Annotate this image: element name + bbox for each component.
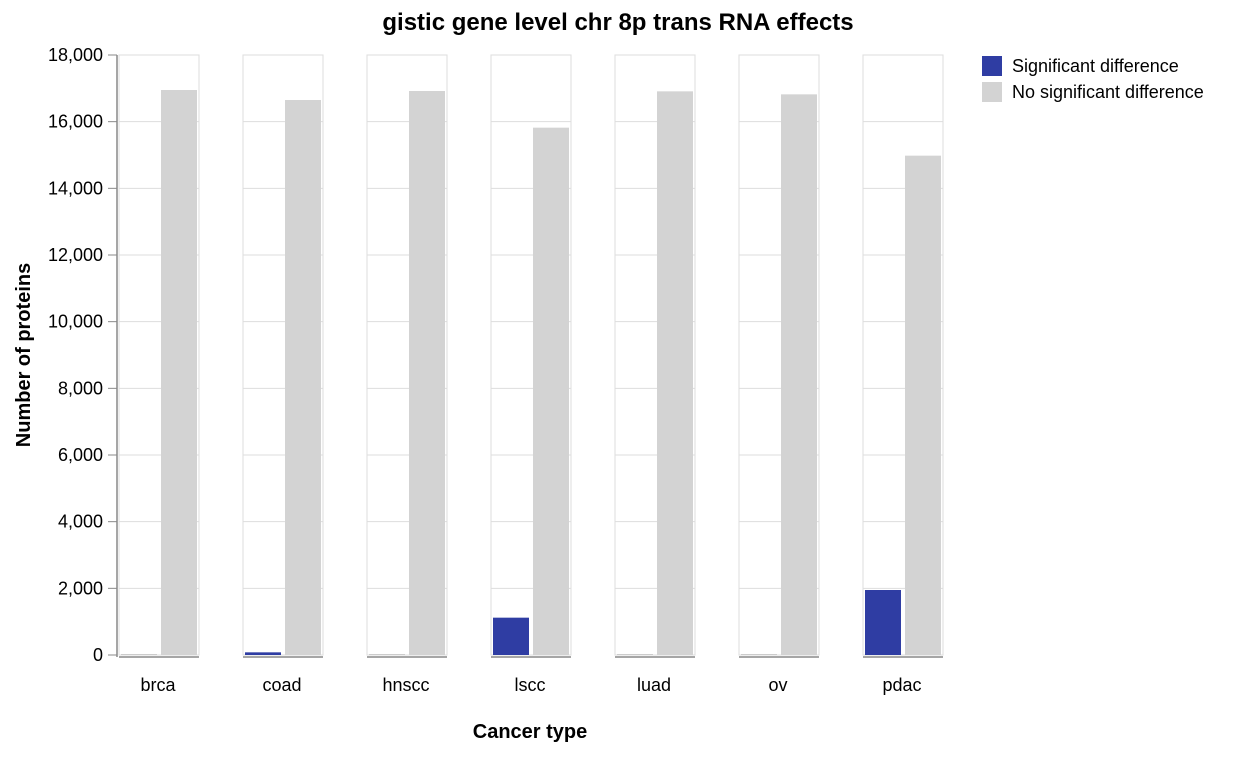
- bar-coad-significant: [245, 652, 281, 655]
- category-label-coad: coad: [262, 675, 301, 695]
- bar-hnscc-not-significant: [409, 91, 445, 655]
- legend-swatch-0: [982, 56, 1002, 76]
- bar-ov-not-significant: [781, 94, 817, 656]
- bars: [121, 90, 941, 656]
- y-axis: 0 2,000 4,000 6,000 8,000 10,000 12,000 14,000 1…: [48, 45, 118, 665]
- y-tick-label: 18,000: [48, 45, 103, 65]
- y-axis-title: Number of proteins: [13, 263, 35, 447]
- category-label-ov: ov: [768, 675, 787, 695]
- bar-zero-stub: [121, 654, 157, 655]
- facet-panel-frame: [614, 54, 696, 656]
- y-tick-label: 10,000: [48, 312, 103, 332]
- facet-panel-frame: [242, 54, 324, 656]
- bar-zero-stub: [369, 654, 405, 655]
- category-label-pdac: pdac: [882, 675, 921, 695]
- category-label-hnscc: hnscc: [382, 675, 429, 695]
- x-axis-title: Cancer type: [473, 721, 588, 743]
- facet-panels: [118, 54, 944, 658]
- facet-panel-frame: [490, 54, 572, 656]
- bar-pdac-not-significant: [905, 155, 941, 655]
- y-tick-label: 2,000: [58, 578, 103, 598]
- facet-panel-frame: [118, 54, 200, 656]
- x-axis-category-labels: brca coad hnscc lscc luad ov pdac: [140, 675, 921, 695]
- bar-zero-stub: [741, 654, 777, 655]
- chart-title: gistic gene level chr 8p trans RNA effec…: [382, 9, 853, 36]
- facet-panel-frame: [862, 54, 944, 656]
- bar-zero-stub: [617, 654, 653, 655]
- category-label-lscc: lscc: [515, 675, 546, 695]
- y-tick-label: 14,000: [48, 178, 103, 198]
- category-label-luad: luad: [637, 675, 671, 695]
- y-tick-label: 12,000: [48, 245, 103, 265]
- legend-label-1: No significant difference: [1012, 82, 1204, 102]
- bar-coad-not-significant: [285, 100, 321, 655]
- bar-lscc-significant: [493, 617, 529, 655]
- category-label-brca: brca: [140, 675, 176, 695]
- y-tick-label: 16,000: [48, 112, 103, 132]
- y-tick-label: 8,000: [58, 378, 103, 398]
- facet-panel-frame: [738, 54, 820, 656]
- y-tick-label: 6,000: [58, 445, 103, 465]
- bar-brca-not-significant: [161, 90, 197, 655]
- bar-pdac-significant: [865, 590, 901, 655]
- y-tick-label: 0: [93, 645, 103, 665]
- legend-swatch-1: [982, 82, 1002, 102]
- bar-lscc-not-significant: [533, 127, 569, 655]
- bar-luad-not-significant: [657, 91, 693, 656]
- legend: Significant difference No significant dif…: [982, 56, 1204, 102]
- facet-panel-frame: [366, 54, 448, 656]
- legend-label-0: Significant difference: [1012, 56, 1179, 76]
- y-tick-label: 4,000: [58, 512, 103, 532]
